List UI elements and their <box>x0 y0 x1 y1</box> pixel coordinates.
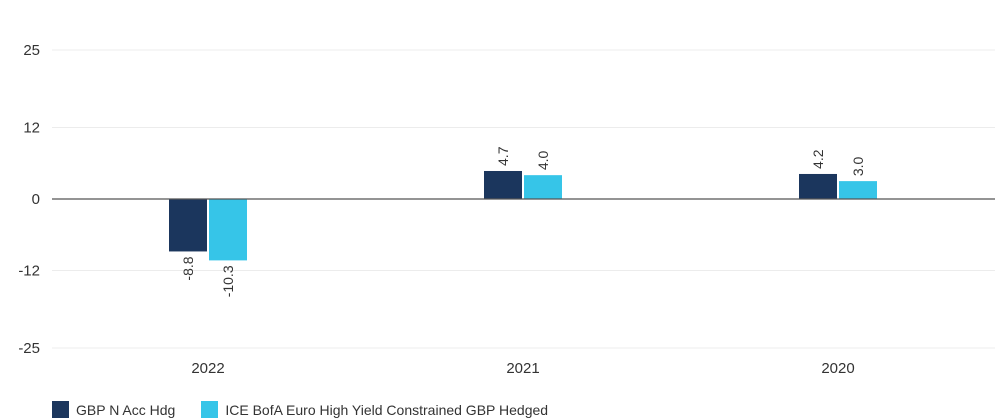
legend-item-series-1[interactable]: GBP N Acc Hdg <box>52 401 175 418</box>
bar-2020-series-2[interactable] <box>839 181 877 199</box>
y-axis-ticks: 25 12 0 -12 -25 <box>18 42 40 357</box>
x-category-label: 2022 <box>191 360 224 377</box>
data-label-2021-series-2: 4.0 <box>535 150 551 170</box>
y-tick-label: -25 <box>18 340 40 357</box>
bar-2020-series-1[interactable] <box>799 173 837 199</box>
data-label-2021-series-1: 4.7 <box>495 146 511 166</box>
data-label-2022-series-1: -8.8 <box>180 256 196 280</box>
x-axis-categories: 2022 2021 2020 <box>191 360 854 377</box>
data-labels: -8.8 -10.3 4.7 4.0 4.2 3.0 <box>180 146 866 297</box>
y-tick-label: 12 <box>23 119 40 136</box>
y-tick-label: -12 <box>18 263 40 280</box>
y-tick-label: 25 <box>23 42 40 59</box>
data-label-2022-series-2: -10.3 <box>220 265 236 297</box>
legend-swatch-series-2 <box>201 401 219 418</box>
bar-2021-series-1[interactable] <box>484 170 522 199</box>
gridlines <box>52 49 995 349</box>
data-label-2020-series-2: 3.0 <box>850 156 866 176</box>
bar-2021-series-2[interactable] <box>524 175 562 199</box>
x-category-label: 2021 <box>506 360 539 377</box>
bar-2022-series-2[interactable] <box>209 199 247 261</box>
data-label-2020-series-1: 4.2 <box>810 149 826 169</box>
legend-swatch-series-1 <box>52 401 69 418</box>
bars <box>169 170 877 261</box>
legend-item-series-2[interactable]: ICE BofA Euro High Yield Constrained GBP… <box>201 401 548 418</box>
legend-label-series-1: GBP N Acc Hdg <box>76 401 176 418</box>
bar-2022-series-1[interactable] <box>169 199 207 252</box>
x-category-label: 2020 <box>821 360 854 377</box>
legend: GBP N Acc Hdg ICE BofA Euro High Yield C… <box>52 401 574 418</box>
y-tick-label: 0 <box>32 191 40 208</box>
legend-label-series-2: ICE BofA Euro High Yield Constrained GBP… <box>225 401 549 418</box>
